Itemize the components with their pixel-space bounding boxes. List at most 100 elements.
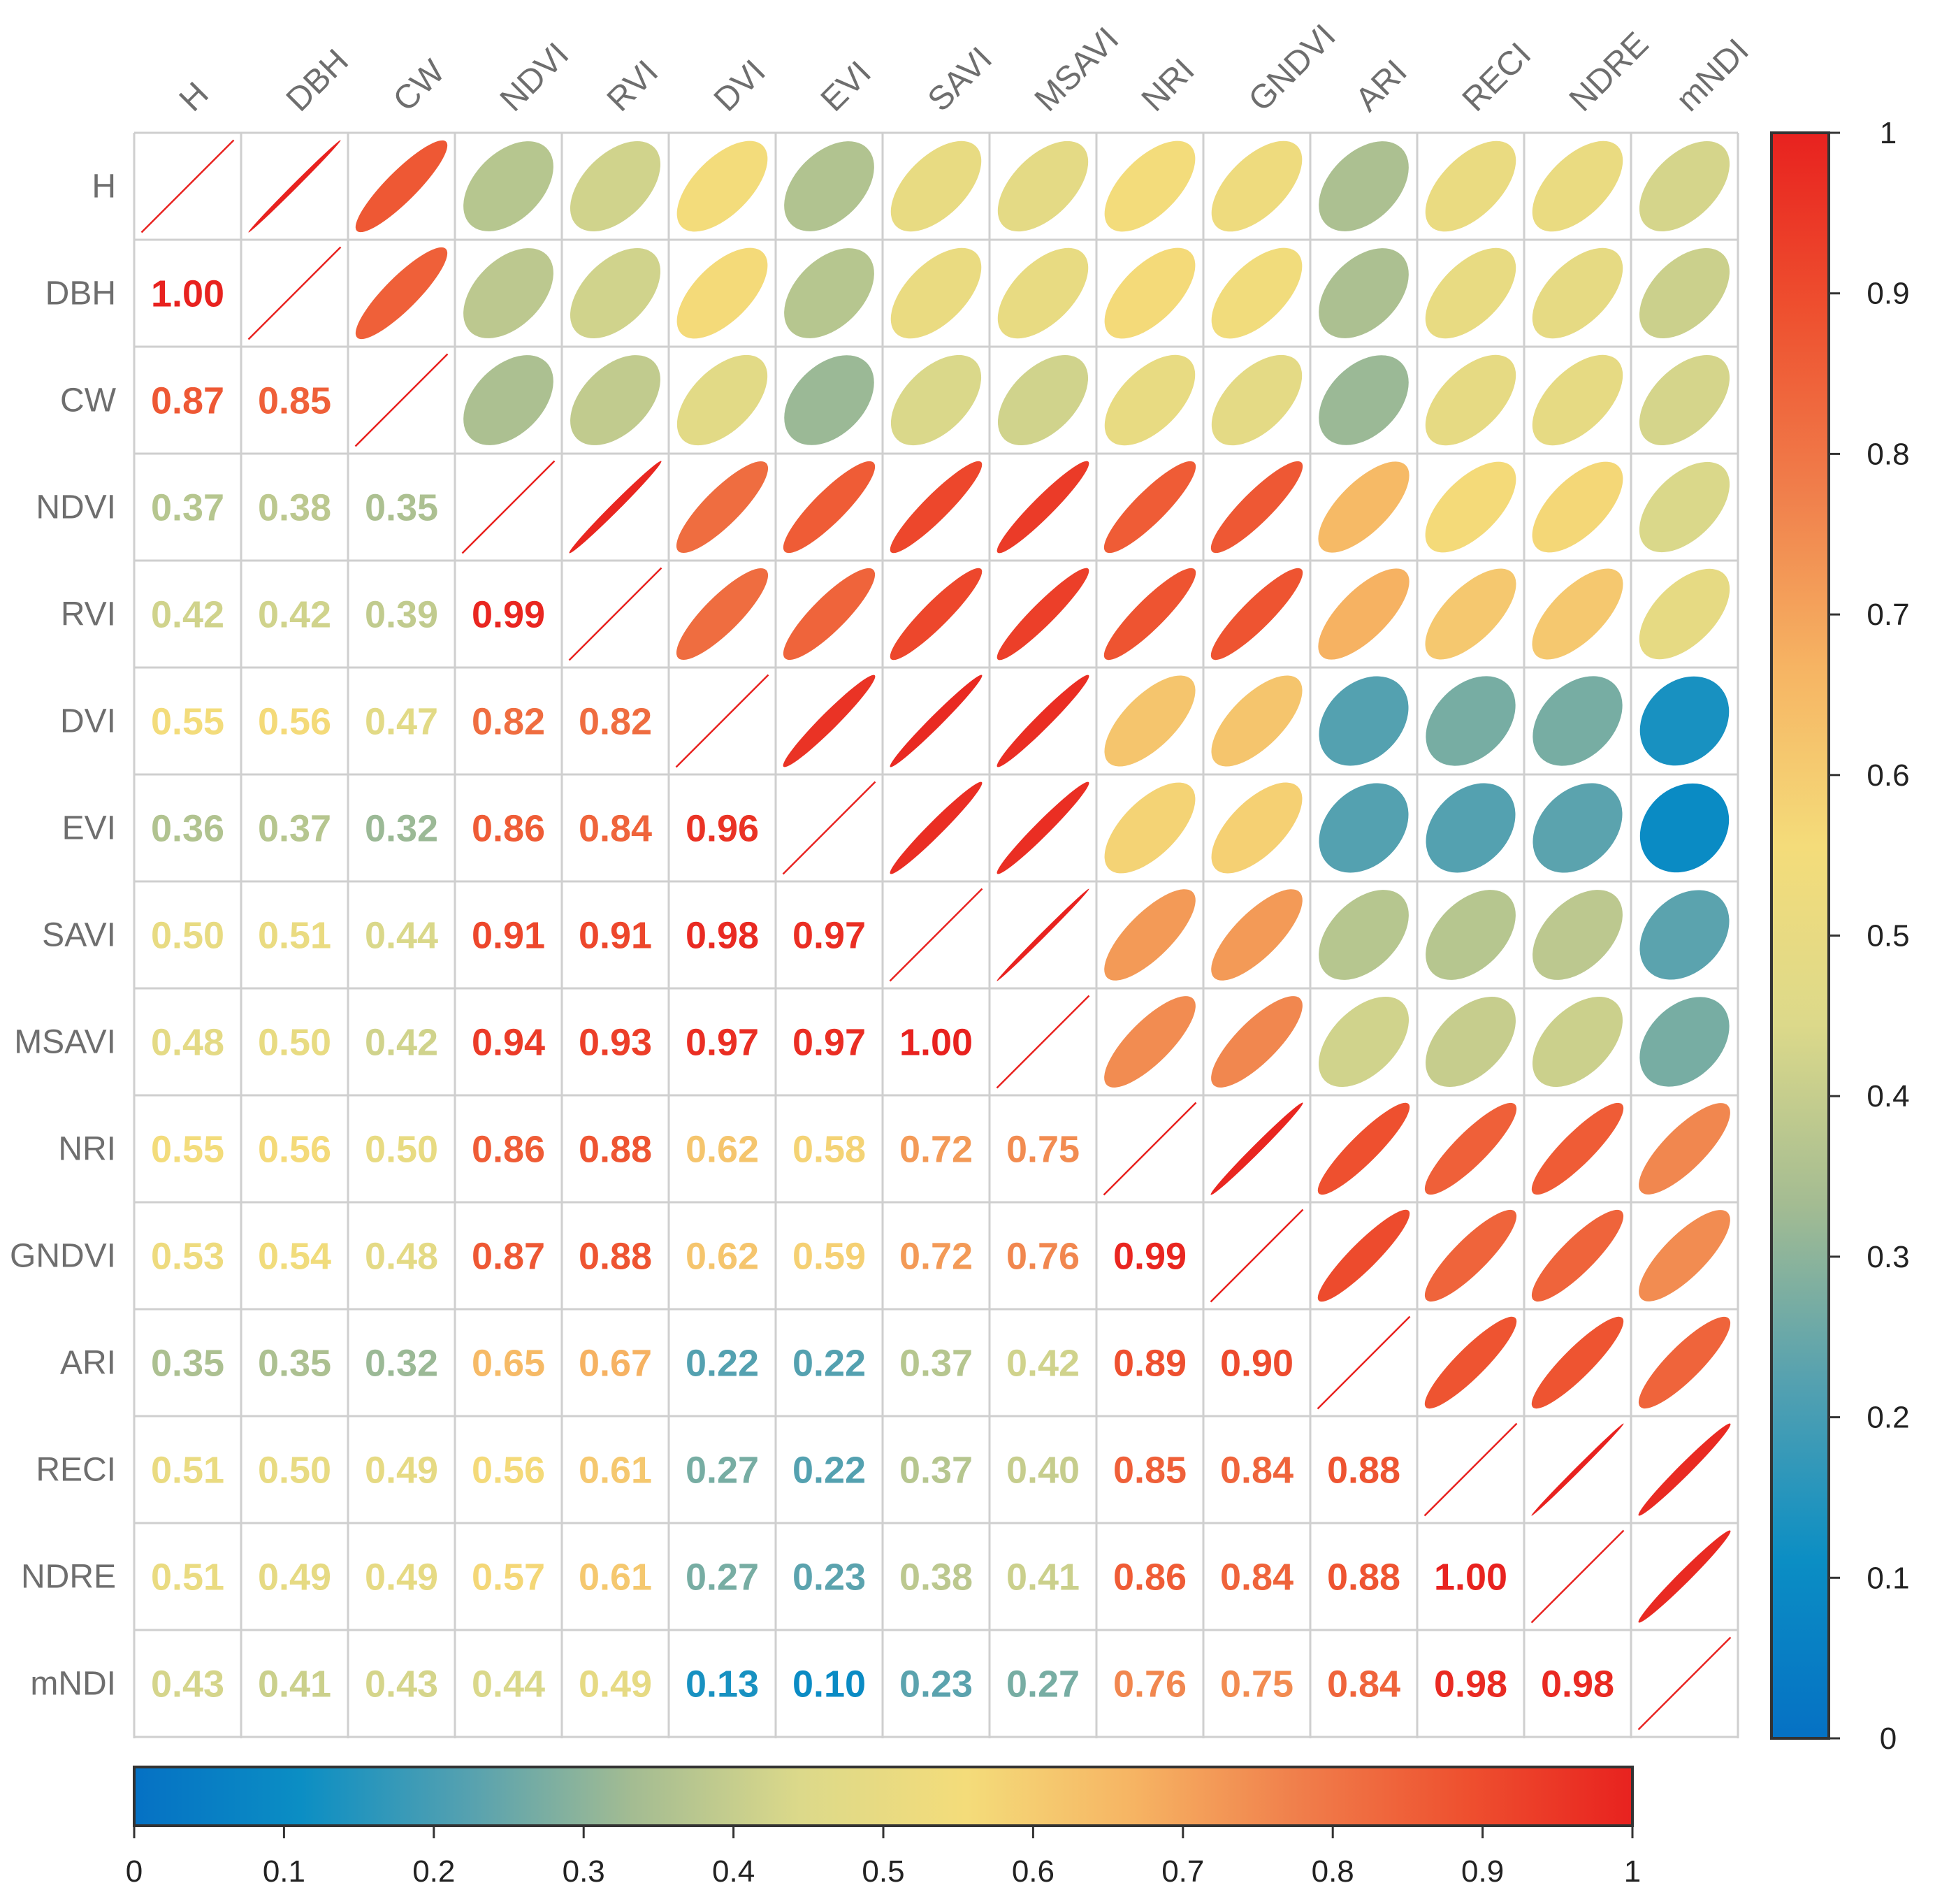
column-label-EVI: EVI: [814, 55, 878, 119]
colorbar-bottom-tick-label: 0.4: [712, 1854, 755, 1889]
ellipse-SAVI-NDRE: [1532, 890, 1623, 980]
coef-ARI-MSAVI: 0.42: [1006, 1343, 1080, 1385]
coef-RVI-DBH: 0.42: [258, 594, 331, 636]
ellipse-GNDVI-ARI: [1317, 1209, 1410, 1302]
ellipse-DVI-EVI: [783, 675, 876, 767]
coef-NDRE-MSAVI: 0.41: [1006, 1557, 1080, 1599]
ellipse-NDVI-ARI: [1318, 461, 1410, 553]
colorbar-right-tick-label: 0: [1880, 1722, 1897, 1756]
column-label-RVI: RVI: [600, 53, 665, 118]
coef-mNDI-RVI: 0.49: [579, 1664, 652, 1705]
ellipse-DBH-ARI: [1319, 248, 1409, 338]
ellipse-DBH-SAVI: [890, 247, 982, 339]
ellipse-DVI-mNDI: [1639, 676, 1730, 766]
ellipse-SAVI-ARI: [1319, 890, 1409, 980]
coef-GNDVI-EVI: 0.59: [792, 1236, 866, 1278]
coef-GNDVI-CW: 0.48: [365, 1236, 438, 1278]
ellipse-DVI-NRI: [1104, 675, 1196, 767]
coef-RECI-CW: 0.49: [365, 1450, 438, 1492]
colorbar-right-tick-label: 0.3: [1867, 1240, 1909, 1274]
ellipse-DBH-mNDI: [1639, 248, 1730, 338]
coef-DVI-DBH: 0.56: [258, 701, 331, 743]
coef-MSAVI-SAVI: 1.00: [899, 1022, 973, 1064]
coef-EVI-DBH: 0.37: [258, 808, 331, 850]
coef-ARI-SAVI: 0.37: [899, 1343, 973, 1385]
ellipse-MSAVI-NRI: [1104, 996, 1196, 1088]
diagonal-line-MSAVI: [996, 995, 1090, 1089]
coef-mNDI-RECI: 0.98: [1434, 1664, 1507, 1705]
ellipse-GNDVI-mNDI: [1639, 1210, 1730, 1301]
coef-NDRE-DVI: 0.27: [686, 1557, 759, 1599]
coef-RECI-H: 0.51: [151, 1450, 224, 1492]
ellipse-NRI-mNDI: [1639, 1103, 1730, 1195]
coef-SAVI-EVI: 0.97: [792, 915, 866, 957]
row-label-SAVI: SAVI: [42, 917, 116, 954]
coef-DVI-NDVI: 0.82: [472, 701, 545, 743]
colorbar-right-tick-label: 0.2: [1867, 1401, 1909, 1435]
colorbar-bottom-tick-label: 0.2: [412, 1854, 455, 1889]
colorbar-bottom-tick-label: 0.5: [862, 1854, 904, 1889]
ellipse-RVI-EVI: [783, 568, 876, 661]
ellipse-NRI-RECI: [1424, 1102, 1517, 1195]
ellipse-MSAVI-GNDVI: [1211, 996, 1303, 1088]
coef-ARI-CW: 0.32: [365, 1343, 438, 1385]
row-label-mNDI: mNDI: [30, 1666, 116, 1703]
colorbar-bottom-bar: [133, 1766, 1634, 1827]
colorbar-right-tick-label: 0.7: [1867, 598, 1909, 632]
ellipse-DBH-GNDVI: [1211, 247, 1303, 339]
coef-NDVI-CW: 0.35: [365, 487, 438, 529]
coef-EVI-H: 0.36: [151, 808, 224, 850]
ellipse-DVI-RECI: [1426, 676, 1516, 766]
ellipse-RVI-GNDVI: [1210, 568, 1303, 661]
column-label-RECI: RECI: [1456, 36, 1539, 119]
coef-NDRE-EVI: 0.23: [792, 1557, 866, 1599]
coef-ARI-EVI: 0.22: [792, 1343, 866, 1385]
coef-CW-DBH: 0.85: [258, 380, 331, 422]
diagonal-line-mNDI: [1637, 1636, 1732, 1731]
column-label-NDRE: NDRE: [1563, 25, 1656, 119]
row-label-RECI: RECI: [36, 1452, 116, 1489]
ellipse-H-EVI: [784, 141, 874, 231]
diagonal-line-NDVI: [461, 460, 556, 554]
colorbar-right-tick-label: 1: [1880, 116, 1897, 150]
coef-NDVI-DBH: 0.38: [258, 487, 331, 529]
coef-NDRE-ARI: 0.88: [1327, 1557, 1400, 1599]
coef-ARI-NRI: 0.89: [1113, 1343, 1187, 1385]
coef-NRI-CW: 0.50: [365, 1129, 438, 1171]
ellipse-H-NDRE: [1532, 140, 1623, 232]
coef-NDRE-DBH: 0.49: [258, 1557, 331, 1599]
diagonal-line-H: [140, 139, 235, 233]
coef-ARI-RVI: 0.67: [579, 1343, 652, 1385]
row-label-DBH: DBH: [45, 275, 116, 312]
column-label-SAVI: SAVI: [921, 40, 999, 118]
diagonal-line-DVI: [675, 674, 769, 768]
ellipse-H-RVI: [570, 140, 661, 232]
coef-NRI-EVI: 0.58: [792, 1129, 866, 1171]
row-label-EVI: EVI: [62, 810, 116, 847]
coef-NRI-H: 0.55: [151, 1129, 224, 1171]
ellipse-ARI-mNDI: [1638, 1316, 1731, 1409]
colorbar-bottom-tick-label: 0.3: [563, 1854, 605, 1889]
coef-SAVI-DVI: 0.98: [686, 915, 759, 957]
coef-NRI-MSAVI: 0.75: [1006, 1129, 1080, 1171]
ellipse-RVI-RECI: [1425, 568, 1516, 660]
ellipse-EVI-MSAVI: [997, 781, 1089, 874]
ellipse-DBH-DVI: [676, 247, 768, 339]
ellipse-H-RECI: [1425, 140, 1516, 232]
coef-GNDVI-RVI: 0.88: [579, 1236, 652, 1278]
ellipse-DVI-GNDVI: [1211, 675, 1303, 767]
coef-mNDI-NDVI: 0.44: [472, 1664, 545, 1705]
coef-RECI-RVI: 0.61: [579, 1450, 652, 1492]
ellipse-H-DBH: [248, 140, 341, 233]
ellipse-DBH-NDVI: [463, 248, 553, 338]
ellipse-DBH-NRI: [1104, 247, 1196, 339]
ellipse-SAVI-RECI: [1426, 890, 1516, 980]
ellipse-NDVI-mNDI: [1639, 461, 1730, 553]
coef-RECI-NRI: 0.85: [1113, 1450, 1187, 1492]
ellipse-SAVI-mNDI: [1639, 890, 1730, 980]
coef-GNDVI-SAVI: 0.72: [899, 1236, 973, 1278]
row-label-NRI: NRI: [58, 1131, 116, 1168]
ellipse-NDVI-NRI: [1103, 461, 1196, 554]
ellipse-MSAVI-mNDI: [1639, 997, 1730, 1087]
